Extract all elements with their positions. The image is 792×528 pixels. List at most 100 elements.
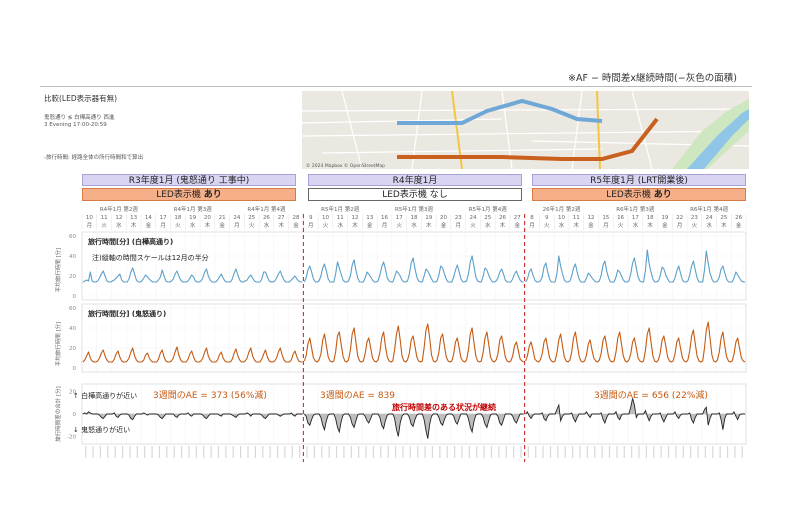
date-label: 10 [558,215,565,221]
date-label: 20 [204,215,211,221]
date-label: 12 [115,215,122,221]
date-label: 8 [530,215,534,221]
weekday-label: 火 [470,223,476,229]
period-3-led-status: あり [653,190,672,200]
date-label: 15 [602,215,609,221]
date-label: 18 [647,215,654,221]
period-1-led-status: あり [203,190,222,200]
date-label: 23 [691,215,698,221]
shirakaba-ylabel: 平均旅行時間 [分] [54,248,62,293]
kinu-series-line-3 [525,321,746,363]
kinu-series-line-2 [303,323,524,363]
weekday-label: 水 [190,221,196,229]
weekday-label: 木 [647,221,653,229]
week-label: R6年1月 第4週 [690,205,729,213]
period-3-title: R5年度1月 (LRT開業後) [532,174,746,186]
kinu-ytick: 0 [73,366,77,372]
kinu-panel-label: 旅行時間[分] (鬼怒通り) [87,309,166,318]
weekday-label: 火 [396,223,402,229]
period-2-led-status: なし [429,190,448,200]
weekday-label: 月 [308,222,314,229]
shirakaba-ytick: 20 [69,274,76,280]
weekday-label: 水 [116,221,122,229]
header-divider [40,86,752,87]
calculation-note: -旅行時間: 経路全体の所行時間和で算出 [44,155,144,161]
week-label: 26年1月 第2週 [543,205,581,213]
weekday-label: 金 [293,221,299,229]
date-label: 17 [160,215,167,221]
map-route-shirakaba [397,98,603,125]
date-label: 19 [425,215,432,221]
date-label: 25 [484,215,491,221]
kinu-panel-frame [81,303,747,373]
date-label: 16 [381,215,388,221]
weekday-label: 月 [529,222,535,229]
weekday-label: 金 [367,221,373,229]
period-3-led-box: LED表示機 あり [532,188,746,201]
date-label: 9 [309,215,313,221]
date-label: 25 [248,215,255,221]
weekday-label: 月 [87,222,93,229]
weekday-label: 木 [721,221,727,229]
weekday-label: 水 [633,221,639,229]
kinu-ylabel: 平均旅行時間 [分] [54,322,62,367]
weekday-label: 月 [456,222,462,229]
shirakaba-panel-note: 注)縦軸の時間スケールは12月の半分 [92,253,209,262]
weekday-label: 火 [175,223,181,229]
diff-ytick: -20 [67,434,76,440]
period-2-ae-label: 3週間のAE = 839 [320,390,395,401]
weekday-label: 火 [618,223,624,229]
weekday-label: 月 [160,222,166,229]
date-label: 25 [720,215,727,221]
date-label: 13 [366,215,373,221]
date-label: 26 [499,215,506,221]
diff-up-label: ↑ 白樺高通りが近い [73,391,137,400]
map-major-road-2 [596,91,601,169]
shirakaba-series-line-3 [525,249,746,283]
weekday-label: 金 [146,221,152,229]
map-green-area [672,99,749,169]
map-route-kinu [397,117,659,161]
week-label: R5年1月 第2週 [321,205,360,213]
week-label: R5年1月 第3週 [395,205,434,213]
period-3-led-prefix: LED表示機 [606,190,654,200]
weekday-label: 月 [234,222,240,229]
weekday-label: 木 [278,221,284,229]
diff-series-line-1 [82,411,303,421]
week-label: R6年1月 第3週 [616,205,655,213]
weekday-label: 木 [426,221,432,229]
period-1-led-box: LED表示機 あり [82,188,296,201]
weekday-label: 木 [131,221,137,229]
date-label: 21 [219,215,226,221]
weekday-label: 木 [352,221,358,229]
date-label: 9 [545,215,549,221]
weekday-label: 金 [662,221,668,229]
shirakaba-ytick: 60 [69,234,76,240]
weekday-label: 水 [485,221,491,229]
date-label: 10 [86,215,93,221]
note-top: ※AF − 時間差x継続時間(−灰色の面積) [568,73,737,84]
weekday-label: 月 [677,222,683,229]
weekday-label: 木 [574,221,580,229]
week-label: R5年1月 第4週 [469,205,508,213]
weekday-label: 火 [692,223,698,229]
date-label: 12 [588,215,595,221]
date-label: 23 [455,215,462,221]
weekday-label: 火 [544,223,550,229]
shirakaba-panel-label: 旅行時間[分] (白樺高通り) [87,237,173,246]
date-label: 24 [233,215,240,221]
kinu-ytick: 20 [69,346,76,352]
weekday-label: 金 [736,221,742,229]
date-label: 26 [263,215,270,221]
weekday-label: 金 [219,221,225,229]
period-1-led-prefix: LED表示機 [156,190,204,200]
date-label: 24 [706,215,713,221]
weekday-label: 水 [264,221,270,229]
date-label: 16 [617,215,624,221]
route-description: 鬼怒通り ≶ 白樺高通り 西進 [44,115,115,121]
diff-callout: 旅行時間差のある状況が継続 [392,402,496,412]
kinu-series-line-1 [82,346,303,363]
shirakaba-ytick: 0 [73,294,77,300]
weekday-label: 金 [441,221,447,229]
diff-series-line-2 [303,413,524,439]
